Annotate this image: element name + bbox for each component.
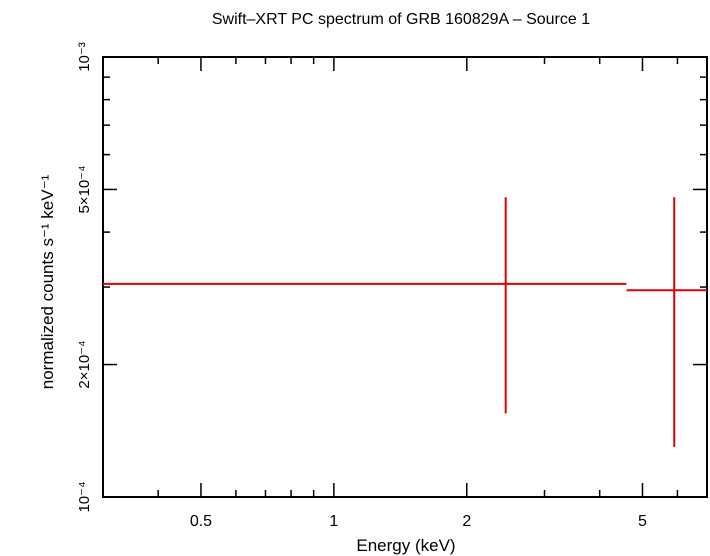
y-tick-label: 10⁻³ <box>76 42 93 72</box>
y-tick-labels: 10⁻⁴ 2×10⁻⁴ 5×10⁻⁴ 10⁻³ <box>76 42 93 512</box>
y-axis-label: normalized counts s⁻¹ keV⁻¹ <box>38 174 57 389</box>
y-tick-label: 5×10⁻⁴ <box>76 165 93 213</box>
x-axis-label: Energy (keV) <box>356 536 455 555</box>
data-point <box>626 197 707 447</box>
plot-frame <box>102 56 708 498</box>
y-tick-label: 10⁻⁴ <box>76 481 93 512</box>
x-tick-labels: 0.5 1 2 5 <box>190 513 647 530</box>
x-tick-label: 5 <box>638 513 647 530</box>
y-tick-label: 2×10⁻⁴ <box>76 340 93 388</box>
x-tick-label: 0.5 <box>190 513 212 530</box>
data-points <box>103 197 707 447</box>
x-tick-label: 2 <box>462 513 471 530</box>
axis-ticks <box>102 56 708 498</box>
data-point <box>103 197 627 414</box>
plot-border <box>102 56 708 498</box>
x-tick-label: 1 <box>329 513 338 530</box>
chart-title: Swift–XRT PC spectrum of GRB 160829A – S… <box>212 11 590 28</box>
